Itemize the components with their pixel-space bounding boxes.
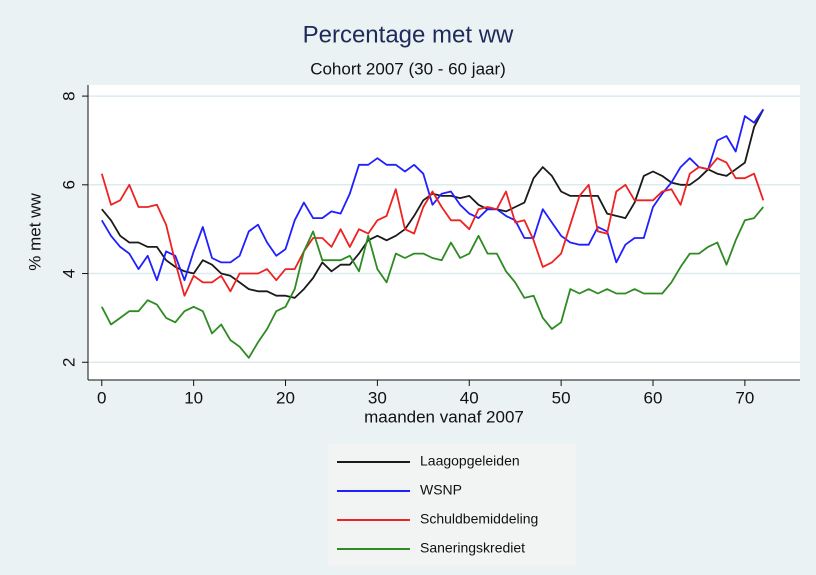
- y-tick-label: 6: [59, 180, 78, 189]
- chart-title: Percentage met ww: [303, 21, 514, 48]
- series-line: [101, 108, 765, 299]
- series-line: [100, 157, 765, 297]
- x-tick-label: 40: [460, 388, 479, 407]
- y-tick-label: 4: [59, 269, 78, 278]
- y-tick-label: 2: [59, 358, 78, 367]
- x-axis-label: maanden vanaf 2007: [364, 407, 524, 426]
- x-tick-label: 20: [276, 388, 295, 407]
- series-line: [101, 206, 764, 359]
- y-tick-label: 8: [59, 91, 78, 100]
- x-tick-label: 10: [184, 388, 203, 407]
- series-line: [101, 108, 765, 282]
- legend-label: Laagopgeleiden: [420, 453, 520, 469]
- legend-label: Schuldbemiddeling: [420, 511, 538, 527]
- x-tick-label: 30: [368, 388, 387, 407]
- x-tick-label: 70: [735, 388, 754, 407]
- plot-area: [88, 85, 800, 380]
- x-tick-label: 50: [552, 388, 571, 407]
- legend-box: [328, 444, 576, 566]
- legend-label: WSNP: [420, 482, 462, 498]
- x-tick-label: 60: [644, 388, 663, 407]
- x-tick-label: 0: [97, 388, 106, 407]
- y-axis-label: % met ww: [25, 193, 44, 271]
- legend-label: Saneringskrediet: [420, 540, 525, 556]
- chart-subtitle: Cohort 2007 (30 - 60 jaar): [310, 59, 506, 78]
